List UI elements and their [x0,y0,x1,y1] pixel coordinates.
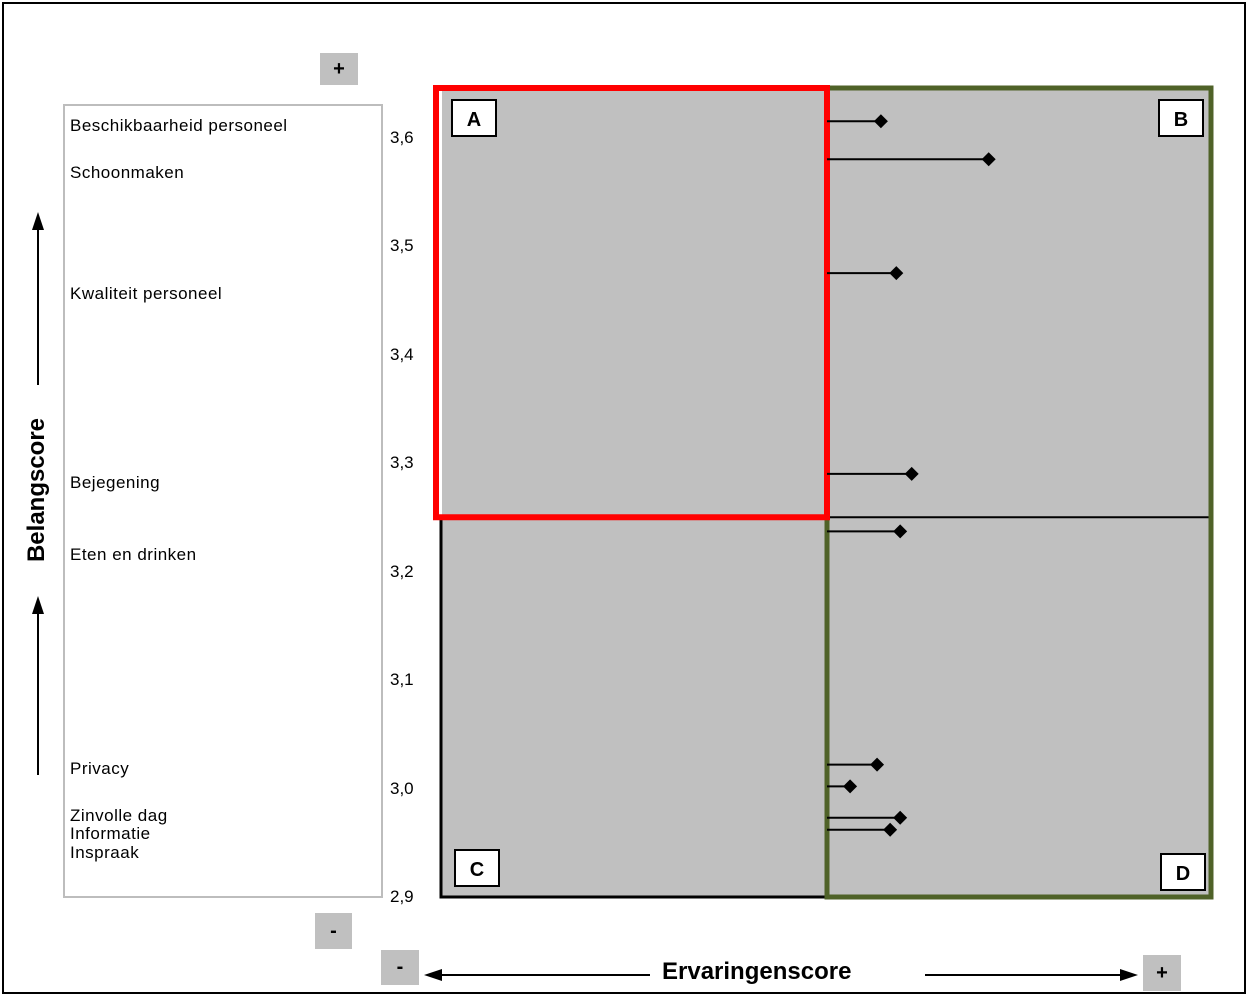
y-tick-label: 3,3 [390,453,414,472]
item-label: Eten en drinken [70,545,197,564]
y-tick-label: 2,9 [390,887,414,906]
y-tick-label: 3,2 [390,561,414,581]
y-tick-label: 3,5 [390,236,414,255]
item-marker-0 [873,114,888,129]
x-arrow-right-head [1120,969,1138,981]
item-label-box [63,104,383,898]
quadrant-c-label: C [470,859,484,881]
item-marker-3 [904,466,919,481]
quadrant-c-box [454,849,500,887]
item-label: Zinvolle dag [70,806,168,825]
y-tick-label: 3,4 [390,344,414,364]
y-tick-label: 3,6 [390,127,414,147]
x-axis-title: Ervaringenscore [662,958,852,985]
item-label: Inspraak [70,843,140,862]
quadrant-b-label: B [1174,109,1188,131]
item-marker-7 [893,810,908,825]
quadrant-a-box [451,99,497,137]
item-label: Bejegening [70,473,161,492]
item-label: Informatie [70,824,151,843]
item-label: Privacy [70,759,130,778]
item-marker-8 [883,822,898,837]
x-axis-minus-marker: - [381,950,419,985]
x-axis-plus-marker: + [1143,955,1181,991]
y-axis-minus-marker: - [315,913,352,949]
quadrant-a-border [433,85,830,521]
item-marker-6 [843,779,858,794]
y-arrow-lower-head [32,596,44,614]
y-arrow-upper-head [32,212,44,230]
quadrant-b-box [1158,99,1204,137]
x-arrow-left-head [424,969,442,981]
item-label: Kwaliteit personeel [70,284,223,303]
item-marker-5 [870,757,885,772]
item-label: Beschikbaarheid personeel [70,116,288,135]
item-marker-2 [889,266,904,281]
item-label: Schoonmaken [70,163,185,182]
quadrant-a-label: A [467,109,481,131]
y-tick-label: 3,0 [390,778,414,798]
y-axis-plus-marker: + [320,53,358,85]
quadrant-d-label: D [1176,863,1190,885]
item-marker-4 [893,524,908,539]
quadrant-d-box [1160,853,1206,891]
item-marker-1 [981,152,996,167]
y-tick-label: 3,1 [390,670,414,689]
